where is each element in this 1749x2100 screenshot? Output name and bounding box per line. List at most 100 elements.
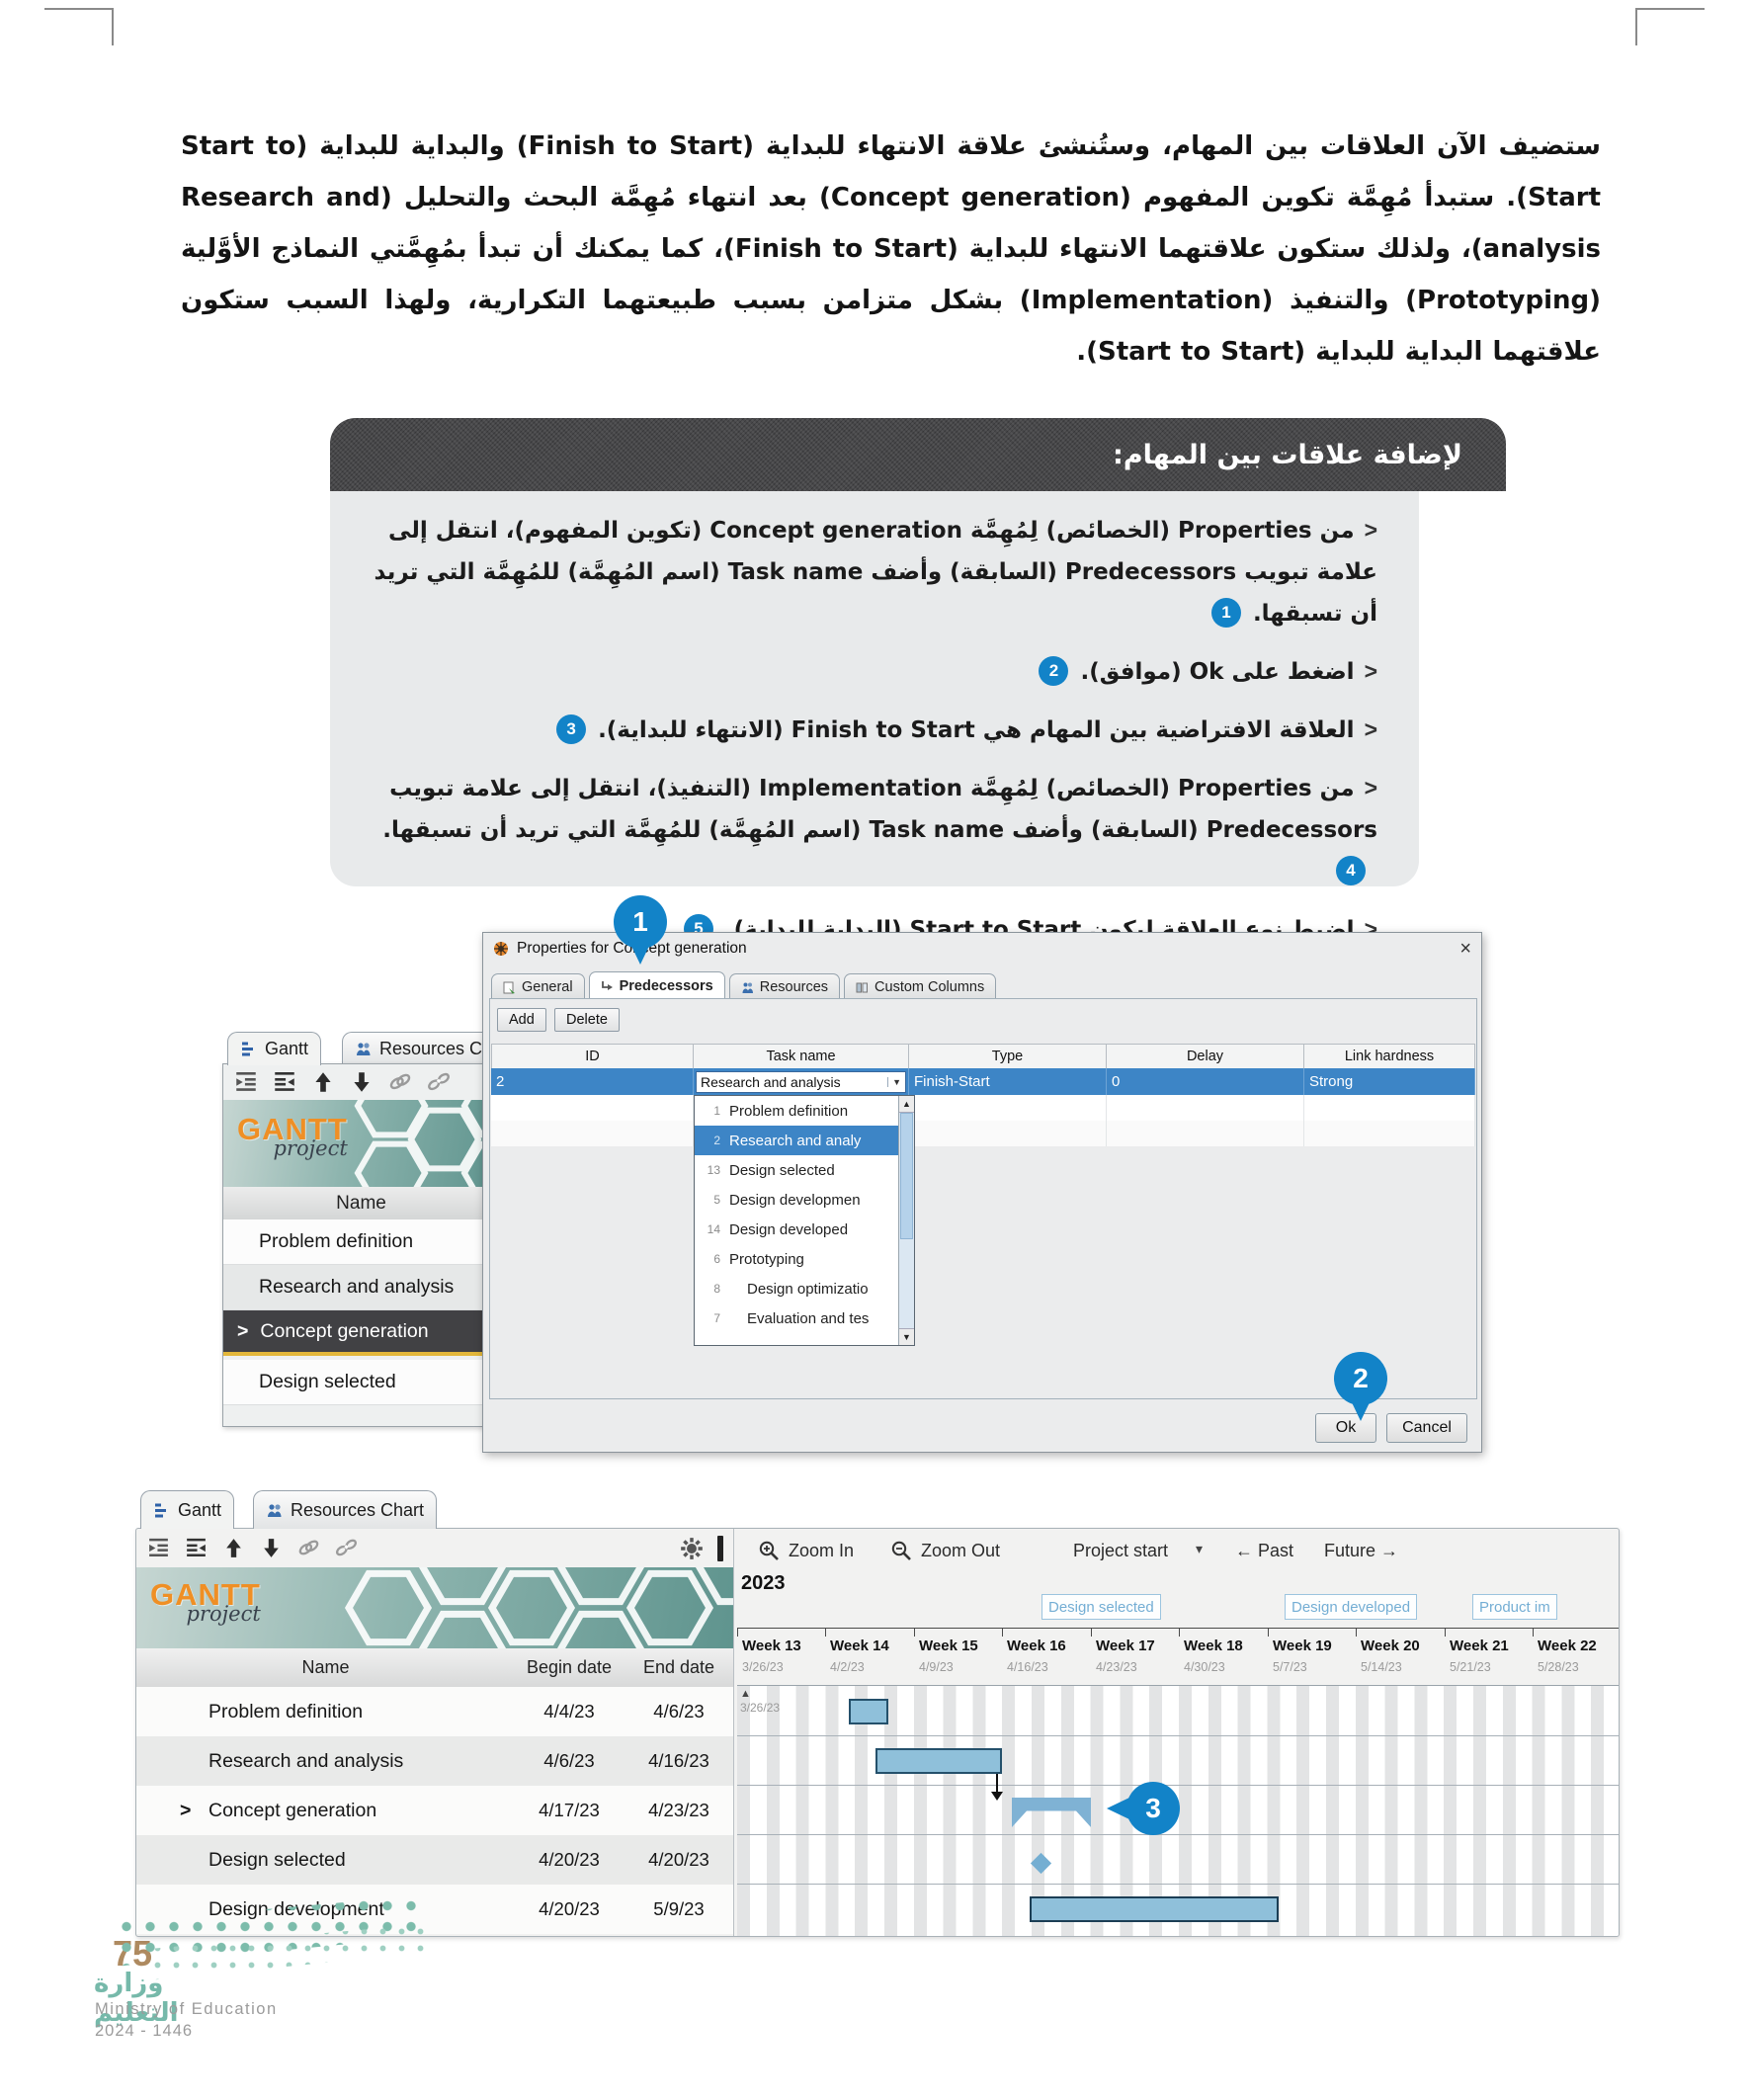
dropdown-caret-icon[interactable]: ▾ — [1196, 1541, 1204, 1556]
column-header-id: ID — [491, 1044, 694, 1070]
task-bar-research-analysis[interactable] — [875, 1748, 1002, 1774]
gear-icon[interactable] — [679, 1536, 705, 1561]
unlink-icon[interactable] — [334, 1536, 359, 1560]
tab-resources-chart[interactable]: Resources C — [342, 1032, 500, 1065]
tab-resources-chart-bottom[interactable]: Resources Chart — [253, 1490, 438, 1529]
cancel-button[interactable]: Cancel — [1386, 1413, 1467, 1443]
unindent-icon[interactable] — [146, 1536, 171, 1560]
gantt-task-panel: GANTT project Name Problem definition Re… — [222, 1063, 500, 1427]
scroll-up-icon[interactable]: ▲ — [899, 1096, 914, 1113]
instruction-step-4: <من Properties (الخصائص) لِمُهِمَّة Impl… — [354, 767, 1391, 892]
tab-resources[interactable]: Resources — [728, 973, 841, 1000]
dropdown-scrollbar[interactable]: ▲ ▼ — [898, 1096, 914, 1345]
dropdown-item[interactable]: 5 Design developmen — [713, 1191, 861, 1209]
predecessor-row[interactable]: 2 Research and analysis ▼ Finish-Start 0… — [491, 1068, 1475, 1095]
expand-arrow-icon: > — [180, 1799, 192, 1821]
tab-label: Resources C — [379, 1039, 483, 1058]
zoom-in-label[interactable]: Zoom In — [789, 1541, 855, 1560]
dropdown-item[interactable]: 14 Design developed — [707, 1220, 849, 1238]
unindent-icon[interactable] — [233, 1069, 259, 1095]
dropdown-item-selected[interactable]: 2 Research and analy — [695, 1126, 914, 1155]
dropdown-item[interactable]: 7 Evaluation and tes — [713, 1309, 870, 1327]
tab-custom-columns[interactable]: Custom Columns — [844, 973, 997, 1000]
task-bar-design-development[interactable] — [1030, 1896, 1279, 1922]
column-header-begin-date: Begin date — [526, 1657, 613, 1677]
task-row[interactable]: Design selected 4/20/23 4/20/23 — [136, 1835, 734, 1885]
dependency-arrowhead — [991, 1792, 1003, 1801]
general-tab-icon — [503, 981, 515, 994]
task-row[interactable]: > Concept generation 4/17/23 4/23/23 — [136, 1786, 734, 1835]
link-icon[interactable] — [387, 1069, 413, 1095]
scroll-future-button[interactable]: Future → — [1324, 1541, 1399, 1560]
zoom-out-label[interactable]: Zoom Out — [921, 1541, 1001, 1560]
gantt-toolbar-bottom — [136, 1529, 733, 1567]
move-up-icon[interactable] — [221, 1536, 246, 1560]
step-marker: < — [1364, 716, 1377, 742]
zoom-in-icon[interactable] — [757, 1539, 781, 1562]
timeline-ruler — [737, 1628, 1619, 1629]
zoom-out-icon[interactable] — [889, 1539, 913, 1562]
ganttproject-banner: GANTT project — [223, 1100, 499, 1187]
ganttproject-logo: GANTT project — [150, 1579, 261, 1625]
cell-task-name: Research and analysis ▼ — [694, 1068, 909, 1095]
predecessors-table-header: ID Task name Type Delay Link hardness — [491, 1044, 1475, 1070]
task-row[interactable]: Problem definition 4/4/23 4/6/23 — [136, 1687, 734, 1736]
pane-divider[interactable] — [733, 1529, 734, 1936]
indent-icon[interactable] — [184, 1536, 208, 1560]
move-down-icon[interactable] — [259, 1536, 284, 1560]
link-icon[interactable] — [296, 1536, 321, 1560]
empty-table-rows — [491, 1095, 1475, 1146]
logo-brand: GANTT — [150, 1577, 261, 1612]
move-up-icon[interactable] — [310, 1069, 336, 1095]
task-row[interactable]: Research and analysis 4/6/23 4/16/23 — [136, 1736, 734, 1786]
project-start-dropdown[interactable]: Project start — [1073, 1541, 1169, 1560]
combobox-arrow-icon[interactable]: ▼ — [887, 1076, 901, 1087]
properties-dialog: Properties for Concept generation × Gene… — [482, 932, 1482, 1453]
tab-general[interactable]: General — [491, 973, 585, 1000]
task-name-dropdown: 1 Problem definition 2 Research and analy … — [694, 1095, 915, 1346]
dropdown-item[interactable]: 1 Problem definition — [713, 1102, 849, 1120]
task-bar-concept-generation[interactable] — [1012, 1798, 1091, 1827]
week-column: Week 14 4/2/23 — [825, 1628, 914, 1683]
task-row[interactable]: Design selected — [223, 1360, 499, 1405]
task-row[interactable]: Problem definition — [223, 1219, 499, 1265]
task-row[interactable]: Research and analysis — [223, 1265, 499, 1310]
dropdown-item[interactable]: 13 Design selected — [707, 1161, 835, 1179]
close-icon[interactable]: × — [1459, 938, 1471, 960]
splitter-handle[interactable] — [717, 1535, 723, 1561]
column-header-name: Name — [301, 1657, 350, 1677]
move-down-icon[interactable] — [349, 1069, 375, 1095]
dropdown-item[interactable]: 6 Prototyping — [713, 1250, 804, 1268]
add-button[interactable]: Add — [497, 1008, 546, 1032]
cell-link-hardness: Strong — [1304, 1068, 1475, 1095]
custom-columns-tab-icon — [856, 982, 869, 992]
step-marker: < — [1364, 517, 1377, 543]
milestone-label: Product im — [1472, 1594, 1557, 1620]
task-row-selected[interactable]: > Concept generation — [223, 1310, 499, 1356]
project-start-arrow-icon: ▲ — [740, 1688, 751, 1700]
step-text: من Properties (الخصائص) لِمُهِمَّة Conce… — [374, 518, 1377, 627]
scroll-down-icon[interactable]: ▼ — [899, 1328, 914, 1345]
tab-predecessors[interactable]: Predecessors — [588, 971, 725, 1000]
dropdown-item[interactable]: 8 Design optimizatio — [713, 1280, 869, 1298]
tab-gantt[interactable]: Gantt — [227, 1032, 322, 1065]
delete-button[interactable]: Delete — [554, 1008, 620, 1032]
logo-sub: project — [186, 1602, 261, 1626]
resources-tab-icon — [357, 1043, 371, 1055]
tab-gantt-bottom[interactable]: Gantt — [140, 1490, 235, 1529]
resources-tab-icon — [268, 1503, 282, 1517]
scrollbar-thumb[interactable] — [900, 1113, 913, 1239]
task-bar-problem-definition[interactable] — [849, 1699, 888, 1724]
indent-icon[interactable] — [272, 1069, 297, 1095]
milestone-diamond[interactable] — [1030, 1852, 1052, 1875]
scroll-past-button[interactable]: ← Past — [1235, 1541, 1294, 1560]
tab-label: Gantt — [178, 1499, 222, 1520]
task-name-combobox[interactable]: Research and analysis ▼ — [696, 1070, 906, 1093]
step-text: من Properties (الخصائص) لِمُهِمَّة Imple… — [382, 776, 1377, 843]
unlink-icon[interactable] — [426, 1069, 452, 1095]
expand-arrow-icon: > — [237, 1319, 249, 1342]
week-column: Week 22 5/28/23 — [1533, 1628, 1619, 1683]
column-header-task-name: Task name — [694, 1044, 909, 1070]
task-table-header: Name Begin date End date — [136, 1648, 734, 1688]
cell-id: 2 — [491, 1068, 694, 1095]
